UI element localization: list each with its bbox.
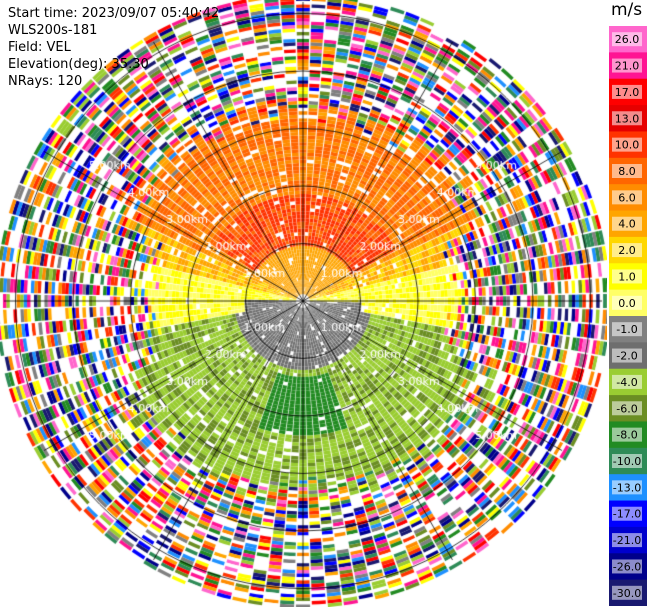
ppi-plot — [0, 0, 607, 607]
colorbar-tick-label: -17.0 — [613, 508, 641, 521]
colorbar-tick-label: 10.0 — [615, 139, 640, 152]
colorbar-tick-label: -1.0 — [616, 323, 637, 336]
colorbar-tick-label: 1.0 — [618, 270, 636, 283]
colorbar-tick-label: -13.0 — [613, 481, 641, 494]
instrument-label: WLS200s-181 — [8, 23, 98, 38]
colorbar-tick-label: -21.0 — [613, 534, 641, 547]
colorbar-tick-label: 17.0 — [615, 86, 640, 99]
colorbar-tick-label: -26.0 — [613, 560, 641, 573]
colorbar-tick-label: -6.0 — [616, 402, 637, 415]
nrays-label: NRays: 120 — [8, 74, 83, 89]
field-label: Field: VEL — [8, 40, 71, 55]
colorbar-tick-label: 4.0 — [618, 218, 636, 231]
colorbar-unit: m/s — [611, 0, 643, 20]
info-panel: Start time: 2023/09/07 05:40:42 WLS200s-… — [8, 5, 219, 90]
colorbar-tick-label: -10.0 — [613, 455, 641, 468]
colorbar-tick-label: -30.0 — [613, 587, 641, 600]
colorbar-tick-label: 0.0 — [618, 297, 636, 310]
colorbar-tick-label: 6.0 — [618, 191, 636, 204]
colorbar-tick-label: -2.0 — [616, 350, 637, 363]
colorbar-tick-label: 13.0 — [615, 112, 640, 125]
colorbar: 26.0 21.0 17.0 13.0 10.0 8.0 6.0 4.0 2.0 1.0 0.0 -1… — [609, 26, 647, 606]
colorbar-tick-label: 26.0 — [615, 33, 640, 46]
colorbar-tick-label: 2.0 — [618, 244, 636, 257]
colorbar-tick-label: 21.0 — [615, 60, 640, 73]
colorbar-tick-label: -8.0 — [616, 429, 637, 442]
colorbar-tick-label: -4.0 — [616, 376, 637, 389]
elevation-label: Elevation(deg): 35.30 — [8, 57, 149, 72]
start-time-label: Start time: 2023/09/07 05:40:42 — [8, 6, 220, 21]
colorbar-tick-label: 8.0 — [618, 165, 636, 178]
